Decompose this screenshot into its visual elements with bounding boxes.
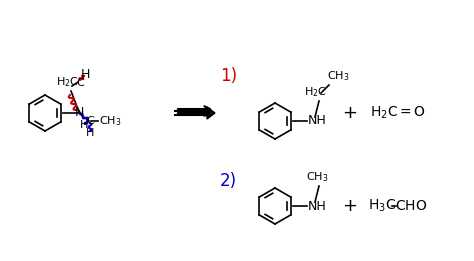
Text: $\mathregular{H_3C}$: $\mathregular{H_3C}$: [368, 198, 396, 214]
Polygon shape: [207, 107, 215, 113]
Text: N: N: [74, 106, 84, 120]
Text: $\mathregular{H_2C}$: $\mathregular{H_2C}$: [55, 75, 79, 89]
Text: C: C: [76, 78, 84, 88]
Text: +: +: [343, 104, 357, 122]
Text: 1): 1): [220, 67, 237, 85]
Text: NH: NH: [308, 199, 327, 212]
Text: NH: NH: [308, 115, 327, 128]
Text: C: C: [86, 116, 94, 126]
Text: H: H: [80, 68, 90, 80]
Text: $\mathregular{CHO}$: $\mathregular{CHO}$: [395, 199, 427, 213]
Text: $\mathregular{CH_3}$: $\mathregular{CH_3}$: [327, 69, 349, 83]
Text: H: H: [86, 128, 94, 138]
Text: 2): 2): [220, 172, 237, 190]
Text: $\mathregular{CH_3}$: $\mathregular{CH_3}$: [306, 170, 328, 184]
Text: $\mathregular{H_2C}$: $\mathregular{H_2C}$: [303, 85, 327, 99]
Polygon shape: [207, 113, 215, 119]
Text: $\mathregular{CH_3}$: $\mathregular{CH_3}$: [99, 114, 121, 128]
Text: $\mathregular{H_2C{=}O}$: $\mathregular{H_2C{=}O}$: [370, 105, 426, 121]
Text: +: +: [343, 197, 357, 215]
Text: H: H: [80, 120, 88, 130]
